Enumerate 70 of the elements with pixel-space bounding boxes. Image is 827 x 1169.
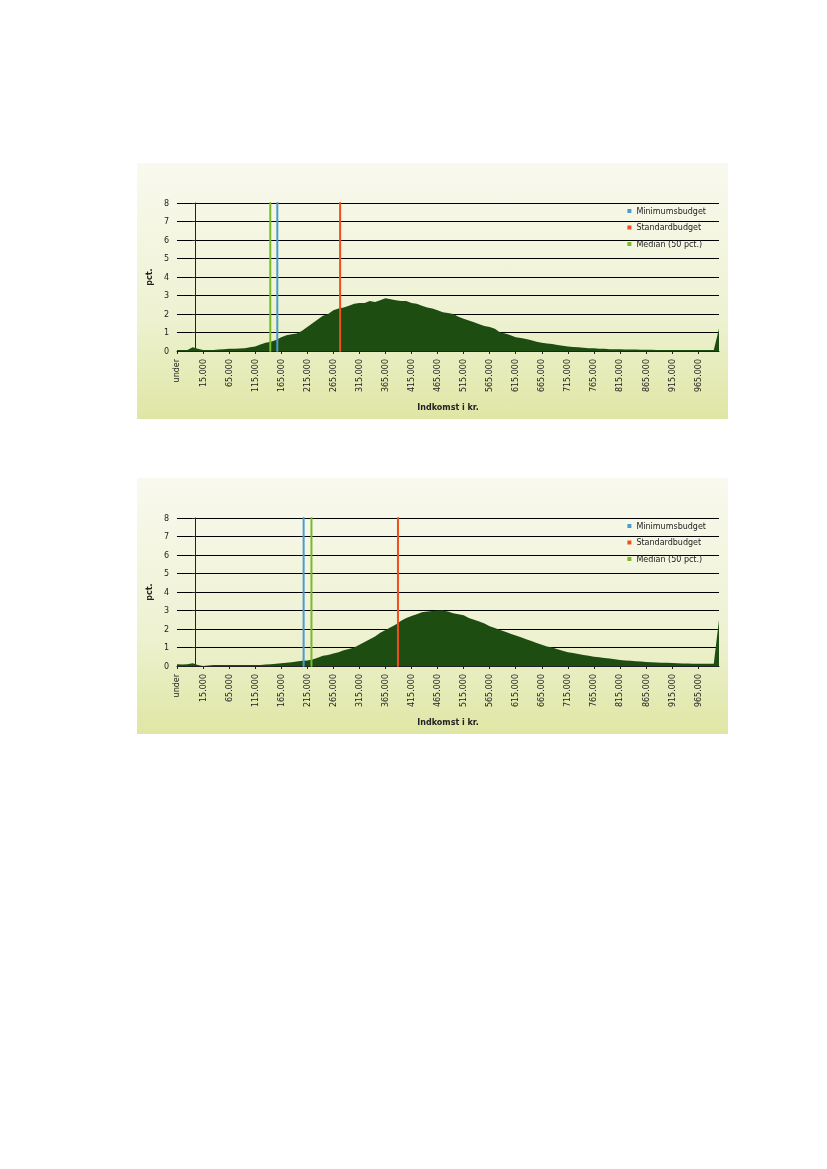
y-tick-label: 7	[163, 217, 169, 226]
y-tick-label: 6	[163, 550, 169, 560]
y-tick-label: 4	[163, 272, 169, 282]
x-tick-label: 715.000	[563, 674, 573, 708]
y-tick-label: 2	[163, 309, 169, 319]
x-tick-label: 565.000	[485, 674, 495, 708]
x-tick-label: 615.000	[511, 674, 521, 708]
x-tick-label: 515.000	[459, 359, 469, 393]
y-axis-title: pct.	[144, 268, 154, 286]
y-axis-title: pct.	[144, 583, 154, 601]
x-tick-label: 465.000	[433, 674, 443, 708]
x-tick-label: 965.000	[693, 674, 703, 708]
x-axis-title: Indkomst i kr.	[417, 717, 479, 727]
x-tick-label: 65.000	[224, 674, 234, 702]
y-tick-label: 8	[163, 513, 169, 523]
x-tick-label: 315.000	[354, 674, 364, 708]
y-tick-label: 3	[163, 291, 169, 300]
x-tick-label: 915.000	[667, 359, 677, 393]
x-tick-label: 215.000	[302, 674, 312, 708]
x-tick-label: 965.000	[693, 359, 703, 393]
x-tick-label: 615.000	[511, 359, 521, 393]
x-tick-label: 515.000	[459, 674, 469, 708]
x-tick-label: 665.000	[537, 359, 547, 393]
y-tick-label: 1	[163, 328, 169, 337]
y-tick-label: 2	[163, 624, 169, 634]
y-tick-label: 8	[163, 198, 169, 208]
x-tick-label: 765.000	[589, 359, 599, 393]
x-axis-title: Indkomst i kr.	[417, 402, 479, 412]
x-tick-label: 365.000	[380, 674, 390, 708]
x-tick-label: 15.000	[198, 359, 208, 387]
x-tick-label: 165.000	[276, 674, 286, 708]
x-tick-label: 815.000	[615, 359, 625, 393]
x-tick-label: 315.000	[354, 359, 364, 393]
x-tick-label: 815.000	[615, 674, 625, 708]
legend-label: Standardbudget	[636, 538, 702, 547]
y-tick-label: 0	[163, 346, 169, 356]
y-tick-label: 1	[163, 643, 169, 652]
x-tick-label: 865.000	[641, 674, 651, 708]
x-tick-label: 715.000	[563, 359, 573, 393]
x-tick-label: 165.000	[276, 359, 286, 393]
legend-label: Minimumsbudget	[636, 521, 706, 531]
x-tick-label: 115.000	[250, 674, 260, 708]
x-tick-label: 365.000	[380, 359, 390, 393]
x-tick-label: 415.000	[407, 674, 417, 708]
y-tick-label: 0	[163, 661, 169, 671]
x-tick-label: 15.000	[198, 674, 208, 702]
x-tick-label: 265.000	[328, 674, 338, 708]
y-tick-label: 5	[163, 569, 169, 578]
y-tick-label: 7	[163, 532, 169, 541]
x-tick-label: 765.000	[589, 674, 599, 708]
x-tick-label: 65.000	[224, 359, 234, 387]
y-tick-label: 4	[163, 587, 169, 597]
x-tick-label: 865.000	[641, 359, 651, 393]
x-tick-label: under	[172, 358, 182, 383]
legend-label: Standardbudget	[636, 223, 702, 232]
x-tick-label: 665.000	[537, 674, 547, 708]
legend-label: Median (50 pct.)	[636, 239, 703, 249]
y-tick-label: 3	[163, 606, 169, 615]
x-tick-label: 265.000	[328, 359, 338, 393]
x-tick-label: 915.000	[667, 674, 677, 708]
x-tick-label: 215.000	[302, 359, 312, 393]
legend-label: Minimumsbudget	[636, 206, 706, 216]
x-tick-label: under	[172, 673, 182, 698]
x-tick-label: 115.000	[250, 359, 260, 393]
legend-label: Median (50 pct.)	[636, 554, 703, 564]
x-tick-label: 565.000	[485, 359, 495, 393]
y-tick-label: 5	[163, 254, 169, 263]
x-tick-label: 465.000	[433, 359, 443, 393]
y-tick-label: 6	[163, 235, 169, 245]
x-tick-label: 415.000	[407, 359, 417, 393]
